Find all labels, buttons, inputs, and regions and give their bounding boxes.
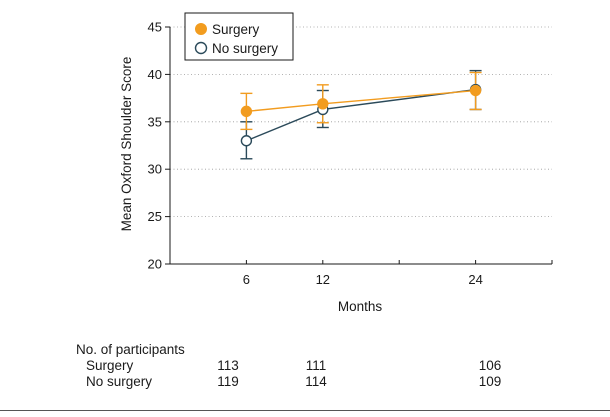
participants-cell: 114 xyxy=(305,374,327,389)
y-tick-label: 35 xyxy=(148,114,162,129)
x-tick-label: 24 xyxy=(468,272,482,287)
y-tick-label: 20 xyxy=(148,257,162,272)
bottom-rule xyxy=(0,410,610,411)
series-layer xyxy=(240,69,482,160)
participants-cell: 119 xyxy=(217,374,239,389)
data-point-surgery xyxy=(469,84,482,97)
data-point-surgery xyxy=(240,105,253,118)
y-tick-label: 30 xyxy=(148,162,162,177)
legend-label-no-surgery: No surgery xyxy=(212,41,278,56)
participants-cell: 111 xyxy=(305,358,327,373)
data-point-no-surgery xyxy=(240,135,253,147)
axes: 20 25 30 35 40 45 6 12 24 xyxy=(148,20,553,287)
series-line-no-surgery xyxy=(246,88,476,142)
legend-marker-surgery xyxy=(195,23,207,35)
participants-row-label-surgery: Surgery xyxy=(86,358,134,373)
participants-row-label-no-surgery: No surgery xyxy=(86,374,153,389)
series-line-surgery xyxy=(246,89,476,113)
participants-table: No. of participants Surgery 113 111 106 … xyxy=(76,342,596,392)
legend: Surgery No surgery xyxy=(184,12,294,61)
x-tick-label: 6 xyxy=(243,272,250,287)
participants-cell: 106 xyxy=(478,358,502,373)
x-axis-title: Months xyxy=(338,299,383,314)
y-axis-title: Mean Oxford Shoulder Score xyxy=(119,57,134,232)
participants-cell: 109 xyxy=(478,374,502,389)
y-tick-label: 25 xyxy=(148,209,162,224)
legend-marker-no-surgery xyxy=(194,41,208,55)
legend-label-surgery: Surgery xyxy=(212,22,260,37)
y-tick-label: 45 xyxy=(148,20,162,35)
participants-title: No. of participants xyxy=(76,342,185,357)
y-tick-label: 40 xyxy=(148,67,162,82)
chart: 20 25 30 35 40 45 6 12 24 Mean Oxford Shoulder S… xyxy=(119,12,553,314)
participants-cell: 113 xyxy=(217,358,239,373)
x-tick-label: 12 xyxy=(316,272,330,287)
data-point-surgery xyxy=(317,98,329,110)
